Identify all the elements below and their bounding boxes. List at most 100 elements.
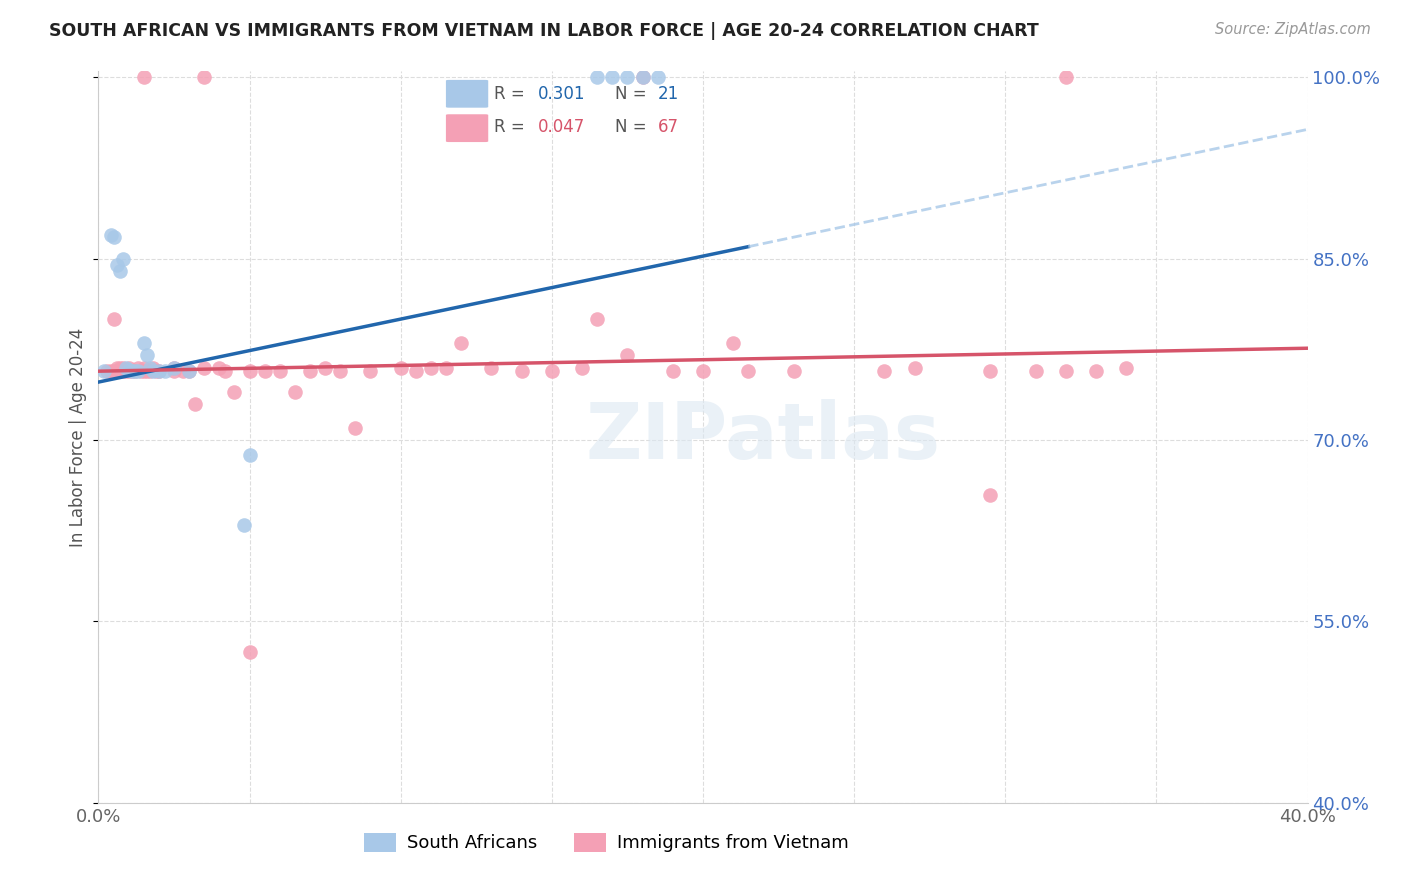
South Africans [631, 70, 654, 85]
Immigrants from Vietnam [179, 364, 201, 378]
Text: Source: ZipAtlas.com: Source: ZipAtlas.com [1215, 22, 1371, 37]
Immigrants from Vietnam [172, 364, 194, 378]
South Africans [586, 70, 609, 85]
Immigrants from Vietnam [118, 364, 141, 378]
Immigrants from Vietnam [510, 364, 533, 378]
Immigrants from Vietnam [389, 360, 412, 375]
Immigrants from Vietnam [269, 364, 291, 378]
South Africans [127, 364, 149, 378]
Y-axis label: In Labor Force | Age 20-24: In Labor Force | Age 20-24 [69, 327, 87, 547]
Immigrants from Vietnam [420, 360, 443, 375]
South Africans [616, 70, 638, 85]
Immigrants from Vietnam [873, 364, 896, 378]
Immigrants from Vietnam [239, 645, 262, 659]
Immigrants from Vietnam [108, 364, 131, 378]
Immigrants from Vietnam [208, 360, 231, 375]
Immigrants from Vietnam [142, 360, 165, 375]
Immigrants from Vietnam [139, 364, 162, 378]
Immigrants from Vietnam [344, 421, 367, 435]
Immigrants from Vietnam [253, 364, 276, 378]
South Africans [118, 363, 141, 377]
Text: 21: 21 [658, 85, 679, 103]
Immigrants from Vietnam [184, 397, 207, 411]
Immigrants from Vietnam [1024, 364, 1046, 378]
Immigrants from Vietnam [284, 384, 307, 399]
Immigrants from Vietnam [360, 364, 382, 378]
Immigrants from Vietnam [631, 70, 654, 85]
Immigrants from Vietnam [121, 364, 143, 378]
Immigrants from Vietnam [481, 360, 503, 375]
Immigrants from Vietnam [329, 364, 352, 378]
Immigrants from Vietnam [904, 360, 927, 375]
Immigrants from Vietnam [783, 364, 806, 378]
Immigrants from Vietnam [616, 349, 638, 363]
Text: R =: R = [495, 85, 530, 103]
Immigrants from Vietnam [1054, 70, 1077, 85]
South Africans [103, 230, 125, 244]
Immigrants from Vietnam [135, 364, 157, 378]
Immigrants from Vietnam [239, 364, 262, 378]
Immigrants from Vietnam [692, 364, 714, 378]
Immigrants from Vietnam [103, 364, 125, 378]
Immigrants from Vietnam [105, 360, 128, 375]
Immigrants from Vietnam [103, 312, 125, 326]
Immigrants from Vietnam [127, 360, 149, 375]
Text: ZIPatlas: ZIPatlas [586, 399, 941, 475]
FancyBboxPatch shape [446, 80, 488, 108]
South Africans [232, 517, 254, 532]
South Africans [163, 360, 186, 375]
South Africans [148, 364, 170, 378]
Immigrants from Vietnam [129, 364, 152, 378]
Text: R =: R = [495, 119, 530, 136]
South Africans [100, 227, 122, 242]
Immigrants from Vietnam [434, 360, 457, 375]
Immigrants from Vietnam [1115, 360, 1137, 375]
Legend: South Africans, Immigrants from Vietnam: South Africans, Immigrants from Vietnam [357, 826, 856, 860]
Immigrants from Vietnam [111, 364, 134, 378]
South Africans [602, 70, 624, 85]
South Africans [239, 448, 262, 462]
Immigrants from Vietnam [148, 364, 170, 378]
South Africans [139, 360, 162, 375]
South Africans [142, 364, 165, 378]
South Africans [647, 70, 669, 85]
South Africans [105, 258, 128, 272]
South Africans [93, 364, 115, 378]
South Africans [124, 364, 146, 378]
Immigrants from Vietnam [450, 336, 472, 351]
Immigrants from Vietnam [163, 364, 186, 378]
Immigrants from Vietnam [193, 70, 215, 85]
Immigrants from Vietnam [132, 70, 155, 85]
Immigrants from Vietnam [124, 364, 146, 378]
Immigrants from Vietnam [224, 384, 246, 399]
Immigrants from Vietnam [723, 336, 745, 351]
Text: N =: N = [616, 119, 652, 136]
Immigrants from Vietnam [586, 312, 609, 326]
Immigrants from Vietnam [1085, 364, 1108, 378]
Immigrants from Vietnam [145, 364, 167, 378]
Text: 0.047: 0.047 [538, 119, 585, 136]
Immigrants from Vietnam [132, 360, 155, 375]
Immigrants from Vietnam [571, 360, 593, 375]
South Africans [135, 349, 157, 363]
Immigrants from Vietnam [979, 364, 1001, 378]
Immigrants from Vietnam [108, 360, 131, 375]
Immigrants from Vietnam [105, 364, 128, 378]
Immigrants from Vietnam [214, 364, 236, 378]
Immigrants from Vietnam [661, 364, 683, 378]
Immigrants from Vietnam [114, 364, 136, 378]
Immigrants from Vietnam [163, 360, 186, 375]
Immigrants from Vietnam [111, 360, 134, 375]
Immigrants from Vietnam [100, 364, 122, 378]
Immigrants from Vietnam [132, 364, 155, 378]
Immigrants from Vietnam [1054, 364, 1077, 378]
Immigrants from Vietnam [314, 360, 336, 375]
South Africans [179, 364, 201, 378]
Immigrants from Vietnam [118, 360, 141, 375]
Text: SOUTH AFRICAN VS IMMIGRANTS FROM VIETNAM IN LABOR FORCE | AGE 20-24 CORRELATION : SOUTH AFRICAN VS IMMIGRANTS FROM VIETNAM… [49, 22, 1039, 40]
Text: 0.301: 0.301 [538, 85, 586, 103]
Immigrants from Vietnam [193, 360, 215, 375]
South Africans [108, 264, 131, 278]
Immigrants from Vietnam [737, 364, 759, 378]
Text: N =: N = [616, 85, 652, 103]
